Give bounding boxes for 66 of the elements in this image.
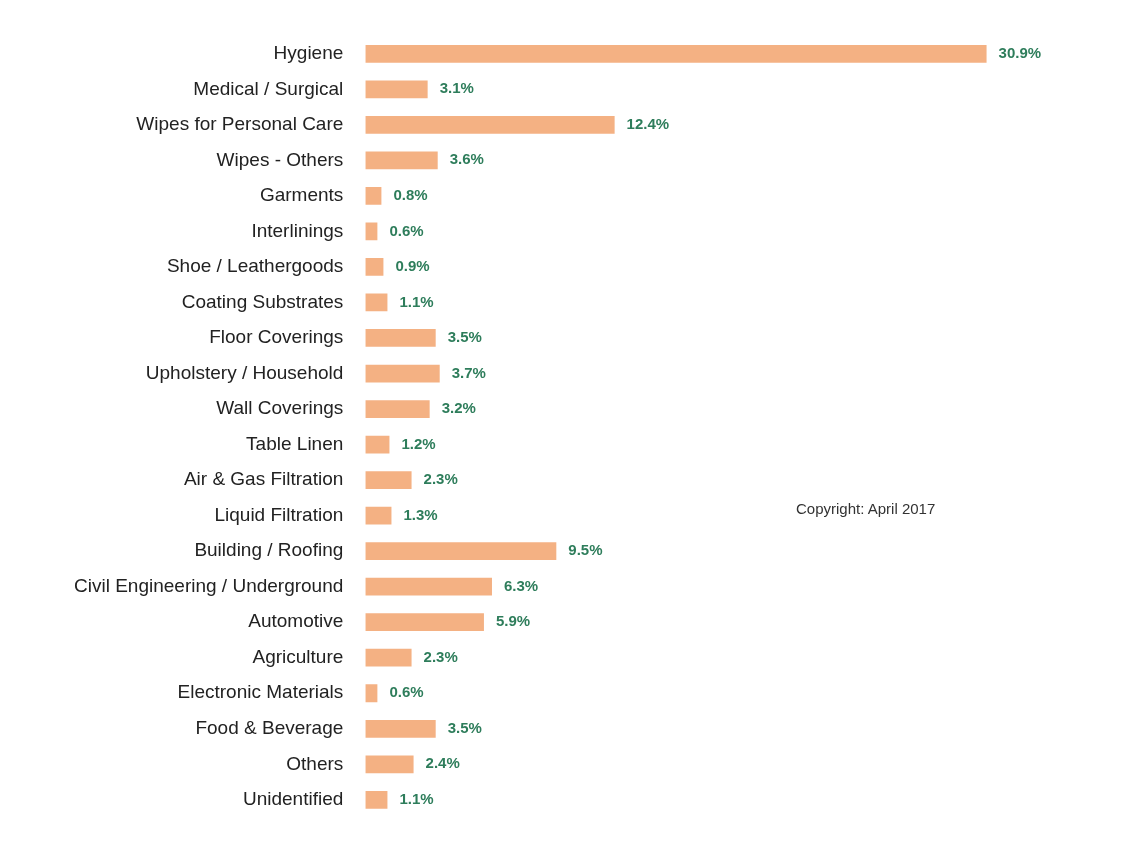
y-tick-label: Coating Substrates bbox=[181, 290, 344, 312]
data-label: 30.9% bbox=[998, 43, 1042, 61]
data-label: 3.6% bbox=[449, 150, 484, 168]
bar bbox=[365, 186, 382, 205]
bar bbox=[365, 719, 436, 738]
data-label: 3.7% bbox=[451, 363, 486, 381]
y-tick-label: Others bbox=[286, 752, 344, 774]
bar bbox=[365, 293, 388, 312]
bar bbox=[365, 542, 557, 561]
data-label: 0.8% bbox=[393, 186, 428, 204]
data-label: 2.3% bbox=[423, 470, 458, 488]
data-label: 1.3% bbox=[403, 505, 438, 523]
data-label: 1.1% bbox=[399, 292, 434, 310]
data-label: 5.9% bbox=[495, 612, 531, 630]
y-tick-label: Agriculture bbox=[252, 645, 344, 667]
y-tick-label: Building / Roofing bbox=[194, 539, 344, 561]
y-tick-label: Wipes - Others bbox=[216, 148, 344, 170]
y-tick-label: Civil Engineering / Underground bbox=[73, 574, 344, 596]
y-tick-label: Medical / Surgical bbox=[193, 77, 344, 99]
bar bbox=[365, 400, 430, 418]
y-tick-label: Wall Coverings bbox=[216, 397, 344, 419]
data-label: 9.5% bbox=[568, 541, 603, 559]
data-label: 6.3% bbox=[503, 576, 539, 594]
annotation: Copyright: April 2017 bbox=[796, 500, 936, 517]
y-tick-label: Garments bbox=[259, 184, 344, 206]
bar bbox=[365, 258, 384, 276]
bar bbox=[365, 577, 492, 596]
bar bbox=[365, 364, 440, 383]
bar bbox=[365, 44, 987, 63]
bar bbox=[365, 648, 412, 667]
data-label: 3.2% bbox=[441, 399, 476, 417]
y-tick-label: Interlinings bbox=[251, 219, 344, 241]
data-label: 0.6% bbox=[389, 221, 424, 239]
y-tick-label: Table Linen bbox=[246, 432, 344, 454]
data-label: 3.5% bbox=[447, 718, 482, 736]
y-tick-label: Floor Coverings bbox=[209, 326, 344, 348]
y-tick-label: Automotive bbox=[248, 610, 344, 632]
bar bbox=[365, 329, 436, 347]
y-tick-label: Air & Gas Filtration bbox=[183, 468, 344, 490]
y-tick-label: Shoe / Leathergoods bbox=[166, 255, 344, 277]
y-tick-label: Upholstery / Household bbox=[145, 361, 344, 383]
y-tick-label: Liquid Filtration bbox=[214, 503, 344, 525]
bar bbox=[365, 471, 412, 489]
bar bbox=[365, 435, 390, 454]
bar bbox=[365, 80, 428, 99]
data-label: 12.4% bbox=[626, 114, 670, 132]
data-label: 1.2% bbox=[401, 434, 436, 452]
data-label: 1.1% bbox=[399, 789, 434, 807]
data-label: 0.6% bbox=[389, 683, 424, 701]
data-label: 3.1% bbox=[439, 79, 474, 97]
bar bbox=[365, 755, 414, 774]
data-label: 2.3% bbox=[423, 647, 458, 665]
bar bbox=[365, 506, 392, 525]
y-tick-label: Electronic Materials bbox=[177, 681, 344, 703]
bar bbox=[365, 613, 484, 632]
bar bbox=[365, 790, 388, 809]
y-tick-label: Unidentified bbox=[242, 788, 344, 810]
bar bbox=[365, 151, 438, 170]
bar bbox=[365, 684, 378, 703]
data-label: 2.4% bbox=[425, 754, 460, 772]
y-tick-label: Wipes for Personal Care bbox=[136, 113, 344, 135]
y-tick-label: Hygiene bbox=[273, 42, 344, 63]
data-label: 0.9% bbox=[395, 257, 430, 275]
data-label: 3.5% bbox=[447, 328, 482, 346]
y-tick-label: Food & Beverage bbox=[195, 717, 344, 739]
bar bbox=[365, 115, 615, 134]
